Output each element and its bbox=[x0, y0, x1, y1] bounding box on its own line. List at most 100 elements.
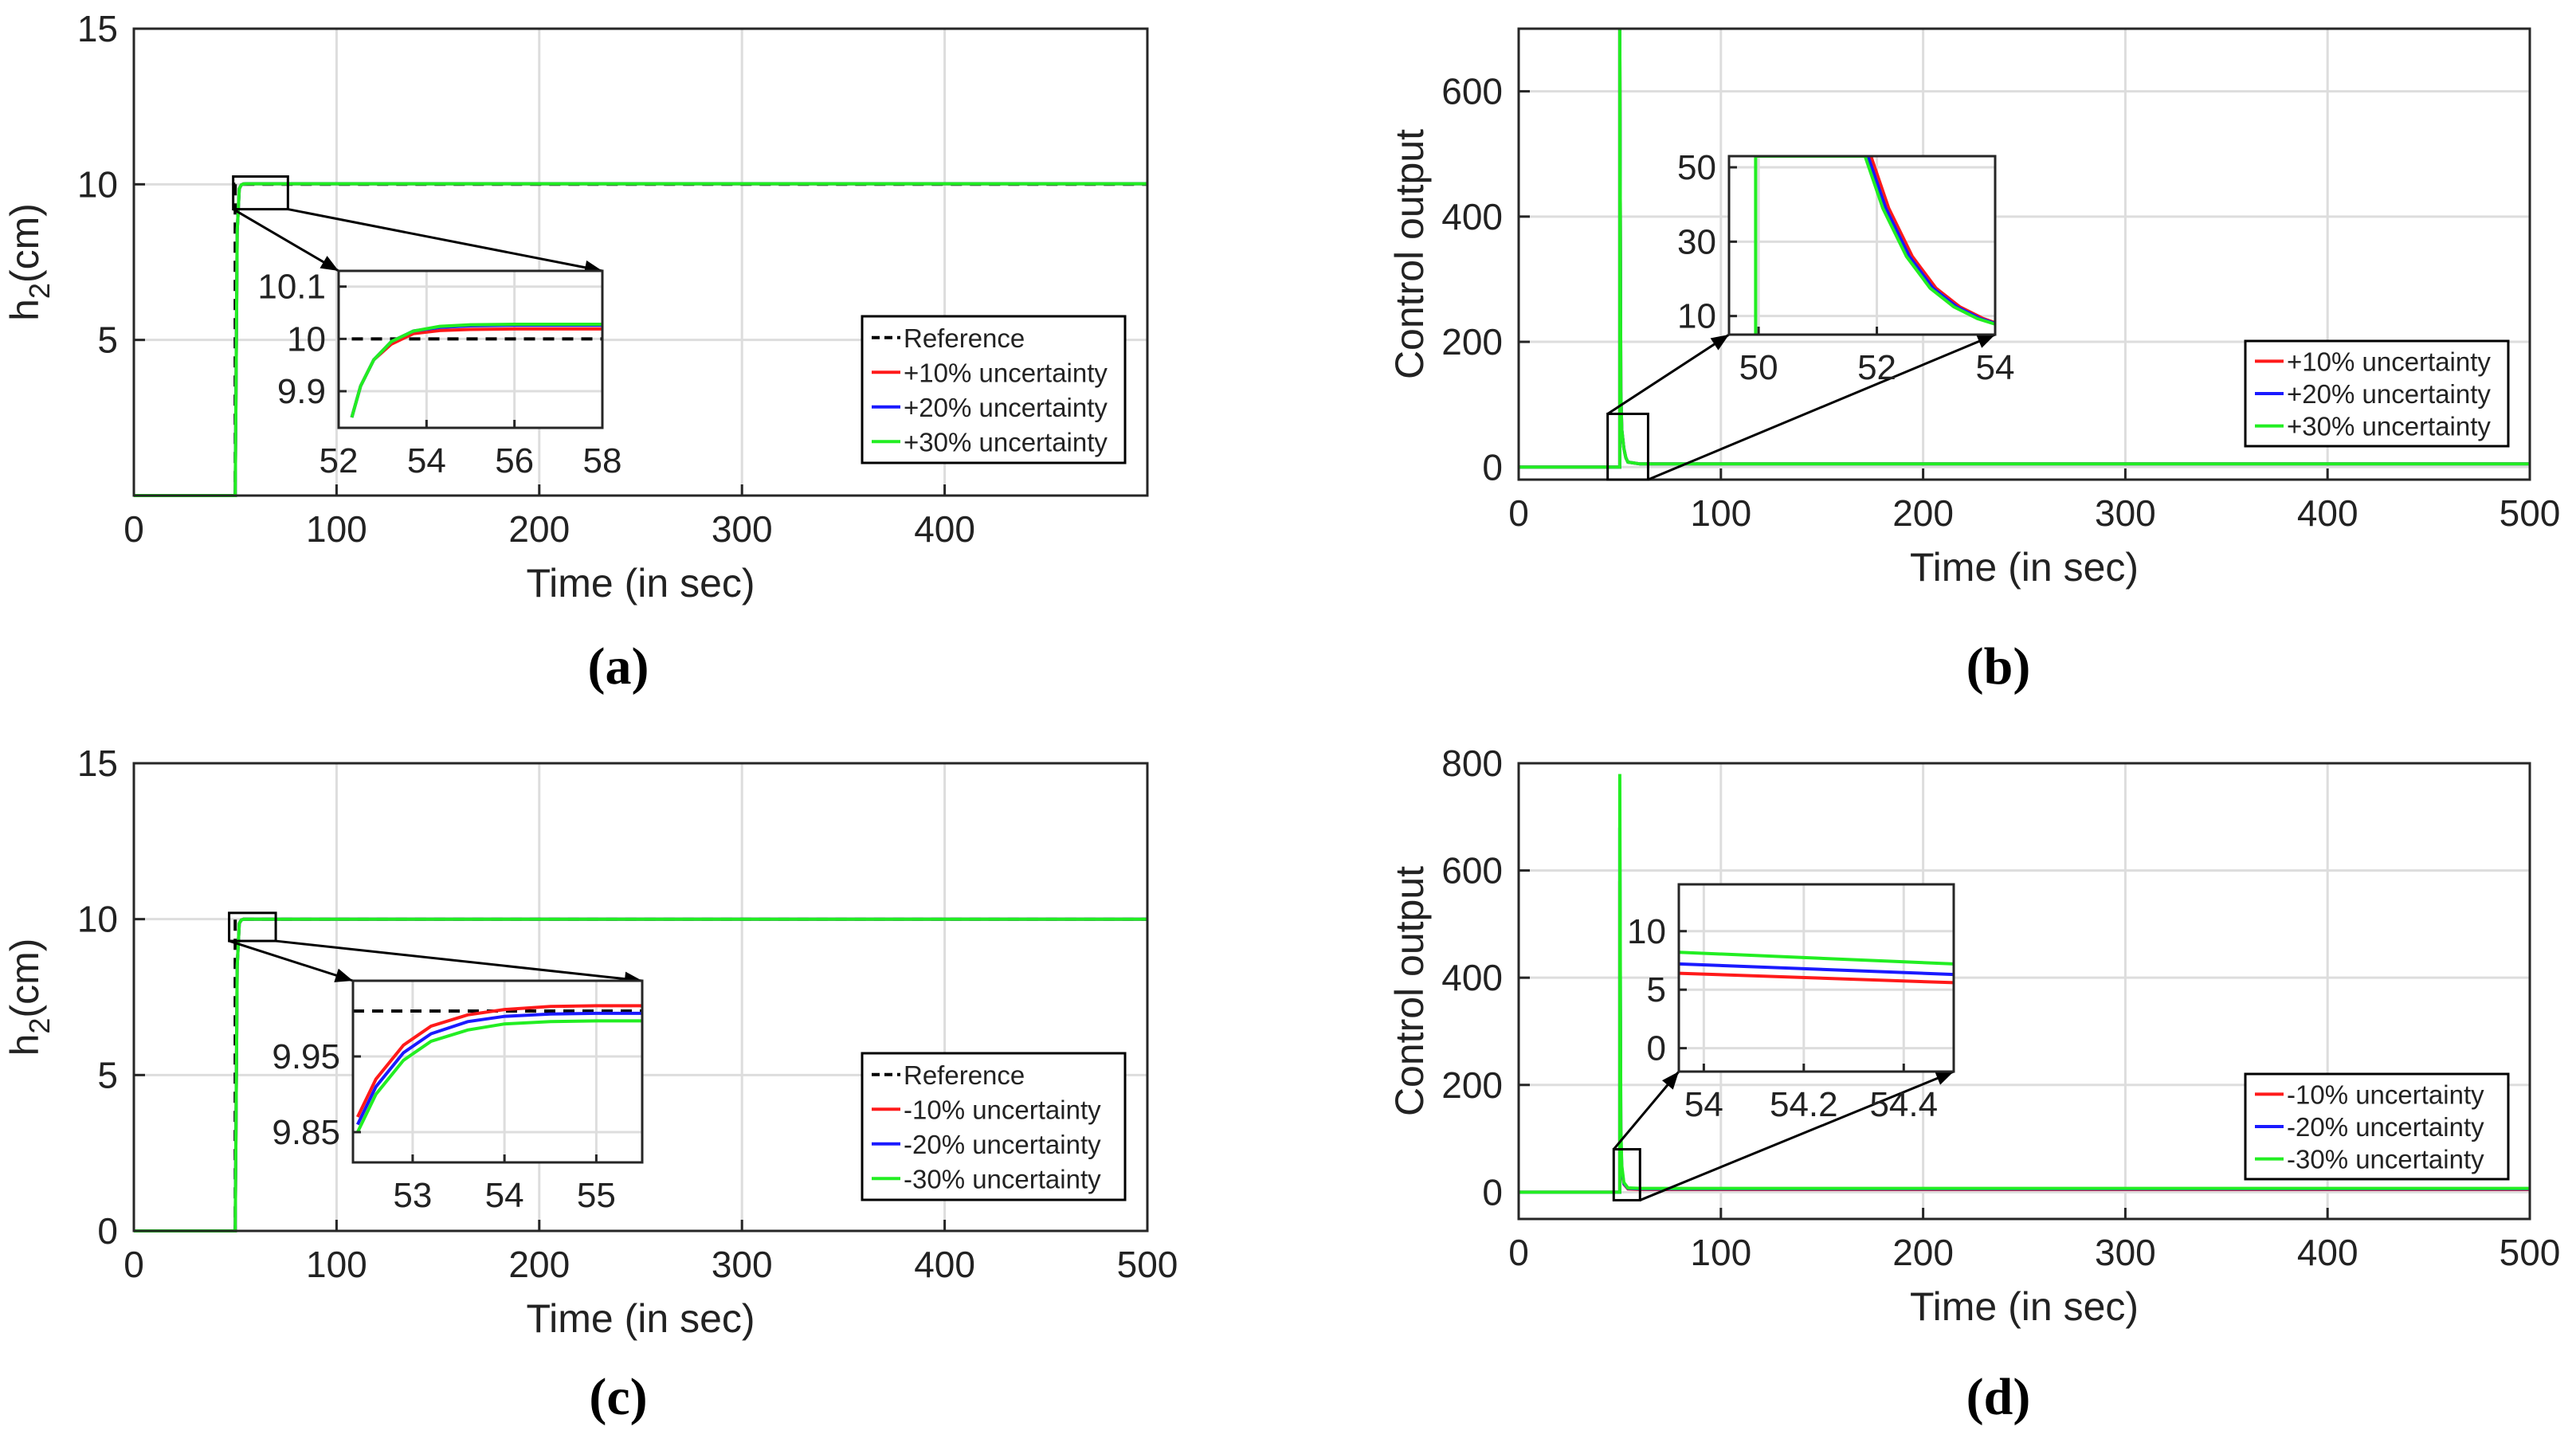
y-tick-label: 200 bbox=[1441, 321, 1503, 363]
zoom-region-box bbox=[232, 175, 289, 211]
inset-series-line bbox=[1679, 971, 1954, 985]
x-tick-label: 500 bbox=[1117, 1244, 1178, 1285]
inset-x-tick-label: 54 bbox=[1976, 348, 2015, 387]
axes-box bbox=[1517, 762, 2531, 1221]
legend-d: -10% uncertainty -20% uncertainty -30% unc… bbox=[2244, 1072, 2510, 1181]
inset-b: 50 52 54 10 30 50 bbox=[1677, 148, 2014, 387]
legend-label: -10% uncertainty bbox=[2287, 1080, 2484, 1109]
inset-series-line bbox=[1754, 156, 1995, 335]
y-axis-label-main: h bbox=[2, 299, 47, 321]
zoom-leader-line bbox=[1647, 333, 1996, 481]
series-line bbox=[134, 917, 1147, 1233]
x-tick-label: 400 bbox=[914, 1244, 975, 1285]
zoom-leader-line bbox=[229, 939, 354, 982]
y-tick-label: 400 bbox=[1441, 957, 1503, 998]
inset-y-tick-label: 5 bbox=[1647, 970, 1666, 1009]
legend-label: -30% uncertainty bbox=[2287, 1145, 2484, 1174]
inset-series-line bbox=[355, 1011, 642, 1126]
x-tick-label: 400 bbox=[2297, 492, 2358, 534]
inset-c: 53 54 55 9.85 9.95 bbox=[272, 979, 644, 1215]
inset-y-tick-label: 30 bbox=[1677, 222, 1716, 261]
legend-label: +10% uncertainty bbox=[2287, 347, 2491, 376]
panel-caption: (c) bbox=[589, 1368, 647, 1426]
y-axis-label-sub: 2 bbox=[23, 283, 56, 299]
x-tick-label: 500 bbox=[2500, 492, 2561, 534]
y-tick-label: 0 bbox=[97, 1210, 118, 1252]
y-tick-label: 15 bbox=[77, 8, 118, 49]
inset-x-tick-label: 54.2 bbox=[1770, 1085, 1838, 1124]
inset-axes-box bbox=[351, 979, 644, 1164]
legend-c: Reference -10% uncertainty -20% uncertaint… bbox=[861, 1052, 1127, 1201]
x-axis-label: Time (in sec) bbox=[526, 561, 755, 606]
x-tick-label: 100 bbox=[306, 1244, 367, 1285]
inset-axes-box bbox=[337, 269, 604, 429]
zoom-arrow-head bbox=[1976, 335, 1995, 348]
inset-series-line bbox=[1679, 962, 1954, 977]
legend-box bbox=[2244, 1072, 2510, 1181]
zoom-region-box bbox=[228, 911, 277, 943]
zoom-arrow-head bbox=[1935, 1072, 1954, 1085]
zoom-leader-line bbox=[232, 208, 339, 272]
chart-b: 0 100 200 300 400 500 0 200 400 600 Time (in sec) C… bbox=[1387, 27, 2561, 696]
legend-label: +10% uncertainty bbox=[904, 358, 1108, 387]
panel-caption: (b) bbox=[1966, 637, 2031, 696]
legend-box bbox=[861, 1052, 1127, 1201]
inset-y-tick-label: 10 bbox=[287, 319, 326, 359]
axes-box bbox=[132, 762, 1149, 1233]
inset-x-tick-label: 58 bbox=[583, 441, 622, 480]
x-tick-label: 300 bbox=[2095, 492, 2156, 534]
y-tick-label: 600 bbox=[1441, 71, 1503, 112]
inset-x-tick-label: 50 bbox=[1739, 348, 1778, 387]
legend-label: +20% uncertainty bbox=[2287, 379, 2491, 409]
zoom-arrow-head bbox=[320, 256, 339, 271]
zoom-leader-line bbox=[275, 939, 643, 982]
inset-y-tick-label: 10 bbox=[1677, 297, 1716, 336]
legend-b: +10% uncertainty +20% uncertainty +30% unc… bbox=[2244, 339, 2510, 448]
y-tick-label: 15 bbox=[77, 743, 118, 784]
x-tick-label: 500 bbox=[2500, 1232, 2561, 1273]
x-tick-label: 300 bbox=[712, 1244, 773, 1285]
x-tick-label: 200 bbox=[1892, 492, 1954, 534]
y-tick-label: 400 bbox=[1441, 196, 1503, 237]
inset-series-group bbox=[1679, 950, 1954, 985]
x-tick-label: 400 bbox=[2297, 1232, 2358, 1273]
y-tick-label: 600 bbox=[1441, 850, 1503, 892]
inset-series-line bbox=[1679, 950, 1954, 966]
axes-box bbox=[132, 27, 1149, 497]
inset-axes-box bbox=[1677, 883, 1955, 1073]
legend-box bbox=[861, 315, 1127, 464]
inset-series-group bbox=[350, 323, 602, 418]
zoom-region-box bbox=[1606, 412, 1649, 481]
inset-x-tick-label: 52 bbox=[320, 441, 359, 480]
y-tick-label: 0 bbox=[1482, 446, 1503, 488]
panel-caption: (d) bbox=[1966, 1368, 2031, 1426]
y-tick-label: 800 bbox=[1441, 743, 1503, 784]
inset-y-tick-label: 10.1 bbox=[257, 268, 326, 307]
legend-label: +30% uncertainty bbox=[2287, 412, 2491, 441]
zoom-leader-line bbox=[1606, 333, 1730, 415]
x-tick-label: 100 bbox=[306, 508, 367, 550]
x-axis-label: Time (in sec) bbox=[526, 1296, 755, 1341]
zoom-arrow-head bbox=[334, 968, 353, 982]
inset-background bbox=[339, 271, 602, 428]
inset-y-tick-label: 50 bbox=[1677, 148, 1716, 187]
zoom-arrow-head bbox=[1710, 335, 1729, 351]
y-tick-label: 200 bbox=[1441, 1064, 1503, 1106]
zoom-leader-line bbox=[288, 208, 603, 272]
inset-series-group bbox=[353, 1004, 642, 1133]
series-line bbox=[1519, 28, 2530, 469]
inset-y-tick-label: 9.85 bbox=[272, 1113, 340, 1152]
inset-x-tick-label: 52 bbox=[1857, 348, 1896, 387]
legend-label: -20% uncertainty bbox=[2287, 1112, 2484, 1142]
y-axis-label: h2(cm) bbox=[2, 939, 56, 1056]
y-axis-label-main: h bbox=[2, 1034, 47, 1056]
legend-label: +30% uncertainty bbox=[904, 427, 1108, 457]
legend-label: -30% uncertainty bbox=[904, 1164, 1101, 1193]
x-tick-label: 200 bbox=[508, 508, 570, 550]
x-tick-label: 0 bbox=[124, 1244, 144, 1285]
y-tick-label: 5 bbox=[97, 1054, 118, 1095]
legend-box bbox=[2244, 339, 2510, 448]
x-tick-label: 200 bbox=[508, 1244, 570, 1285]
